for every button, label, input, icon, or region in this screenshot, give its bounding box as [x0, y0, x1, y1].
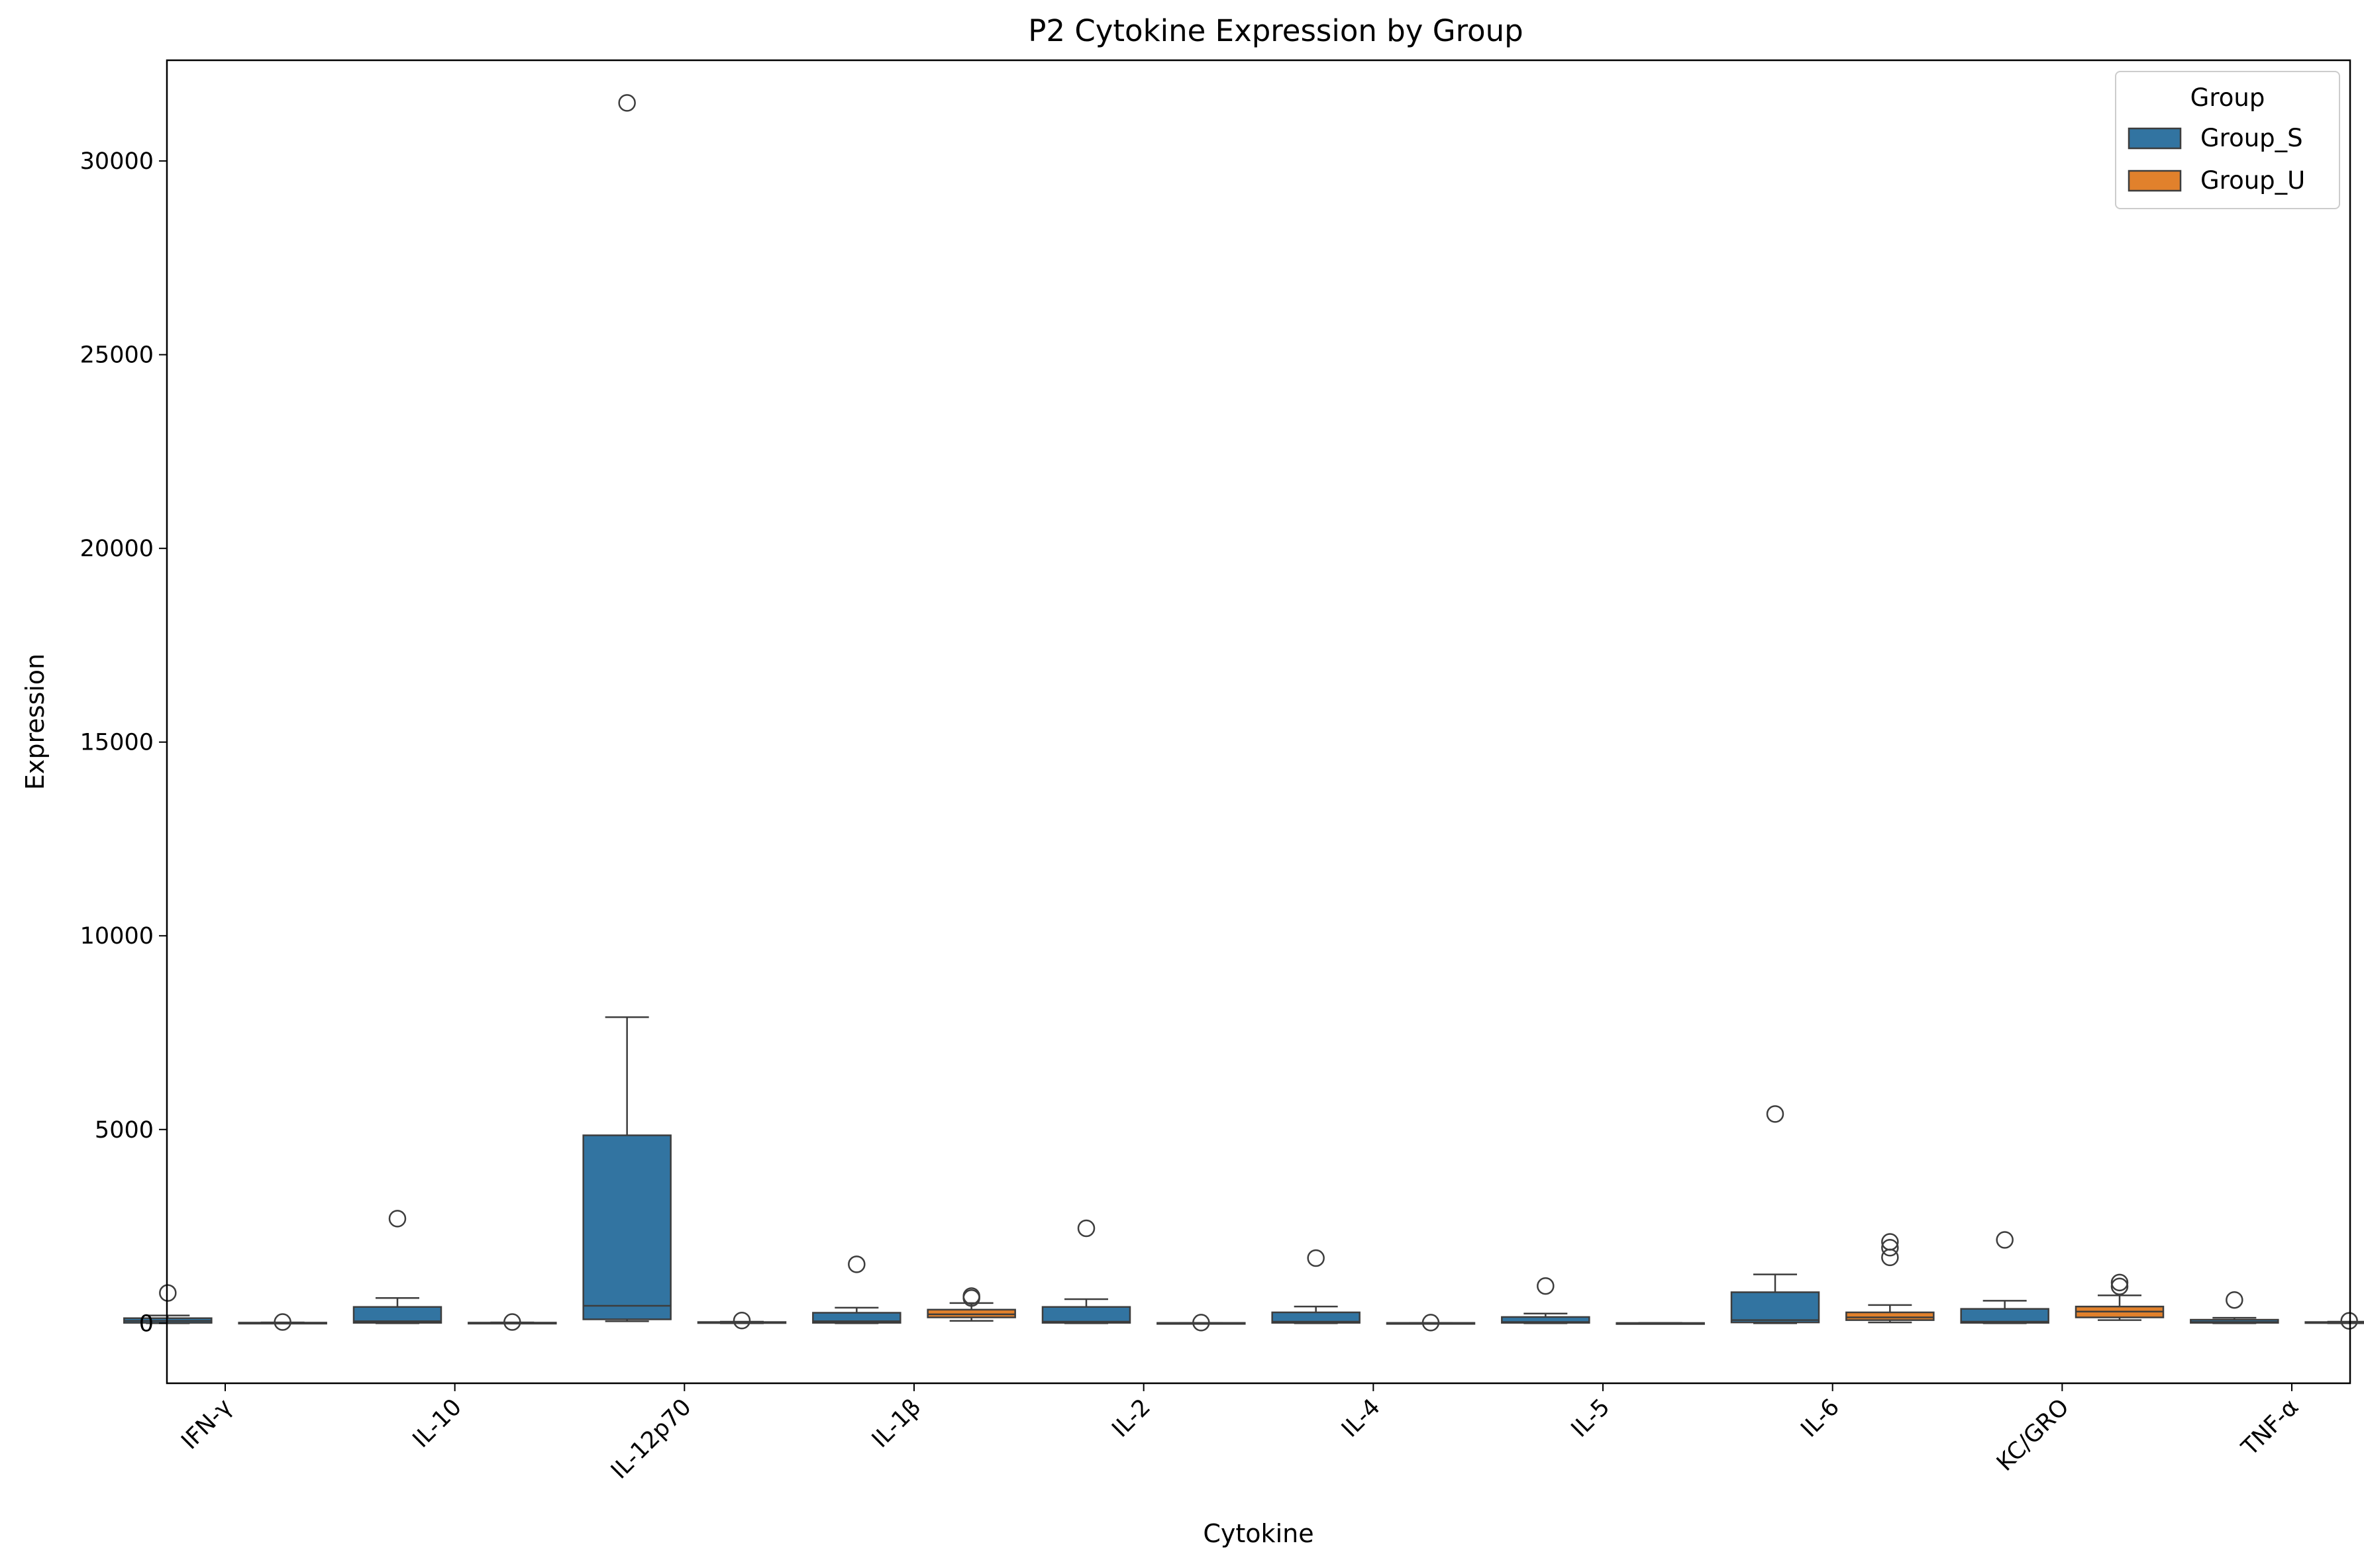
outlier-point	[503, 1313, 521, 1331]
box-iqr	[1271, 1311, 1361, 1324]
box-Group_S-IL-5	[1501, 1277, 1590, 1324]
box-Group_S-IL-6	[1730, 1105, 1820, 1324]
outlier-point	[1192, 1314, 1210, 1332]
outlier-point	[1881, 1238, 1899, 1257]
outlier-point	[848, 1255, 866, 1273]
box-iqr	[1960, 1308, 2049, 1324]
outlier-point	[1996, 1231, 2014, 1249]
outlier-point	[733, 1311, 751, 1330]
box-Group_S-IL-1β	[812, 1255, 901, 1324]
plot-frame	[166, 59, 2351, 1385]
outlier-point	[1766, 1105, 1784, 1123]
outlier-point	[1881, 1233, 1899, 1251]
y-tick-label: 5000	[95, 1117, 154, 1144]
outlier-point	[159, 1284, 177, 1302]
box-Group_S-IL-10	[352, 1210, 442, 1324]
box-Group_S-IL-2	[1041, 1219, 1131, 1324]
box-Group_S-IFN-γ	[123, 1284, 213, 1324]
outlier-point	[2226, 1291, 2243, 1309]
outlier-point	[274, 1313, 291, 1331]
legend-label-Group_U: Group_U	[2200, 166, 2305, 195]
box-Group_S-TNF-α	[2190, 1291, 2279, 1324]
y-tick-label: 20000	[80, 536, 154, 562]
box-Group_U-IFN-γ	[238, 1313, 327, 1331]
legend-swatch-Group_U	[2128, 170, 2182, 192]
y-tick-label: 25000	[80, 342, 154, 369]
box-iqr	[1845, 1311, 1935, 1321]
y-tick-label: 15000	[80, 730, 154, 756]
outlier-point	[2340, 1312, 2358, 1330]
box-iqr	[1730, 1291, 1820, 1324]
outlier-point	[618, 94, 636, 112]
box-Group_U-IL-12p70	[697, 1311, 787, 1330]
y-axis-label: Expression	[21, 654, 50, 790]
legend-swatch-Group_S	[2128, 127, 2182, 150]
outlier-point	[2110, 1273, 2129, 1292]
box-iqr	[352, 1306, 442, 1324]
box-Group_U-KC/GRO	[2075, 1273, 2165, 1321]
outlier-point	[388, 1210, 407, 1228]
legend-label-Group_S: Group_S	[2200, 124, 2303, 152]
outlier-point	[2110, 1277, 2129, 1295]
outlier-point	[1307, 1249, 1325, 1267]
outlier-point	[1421, 1314, 1440, 1332]
box-Group_U-IL-1β	[927, 1287, 1016, 1322]
box-Group_U-IL-5	[1616, 1322, 1705, 1325]
box-Group_U-IL-10	[468, 1313, 557, 1331]
box-Group_U-IL-2	[1156, 1314, 1246, 1332]
box-Group_U-IL-4	[1386, 1314, 1476, 1332]
outlier-point	[962, 1287, 980, 1305]
y-tick-label: 0	[139, 1310, 154, 1337]
box-Group_S-IL-12p70	[582, 94, 672, 1322]
box-Group_S-IL-4	[1271, 1249, 1361, 1324]
x-axis-label: Cytokine	[1203, 1519, 1313, 1548]
y-tick-label: 10000	[80, 923, 154, 950]
legend: Group Group_S Group_U	[2115, 71, 2340, 209]
outlier-point	[1077, 1219, 1096, 1238]
outlier-point	[1537, 1277, 1555, 1295]
y-axis: 0 5000 10000 15000 20000 25000 30000	[80, 148, 167, 1337]
legend-title: Group	[2190, 83, 2265, 112]
box-iqr	[582, 1134, 672, 1320]
box-Group_U-IL-6	[1845, 1233, 1935, 1324]
box-iqr	[812, 1312, 901, 1324]
plot-area	[123, 94, 2364, 1332]
box-iqr	[1041, 1306, 1131, 1324]
box-Group_S-KC/GRO	[1960, 1231, 2049, 1324]
chart-title: P2 Cytokine Expression by Group	[1028, 13, 1523, 48]
y-tick-label: 30000	[80, 148, 154, 175]
